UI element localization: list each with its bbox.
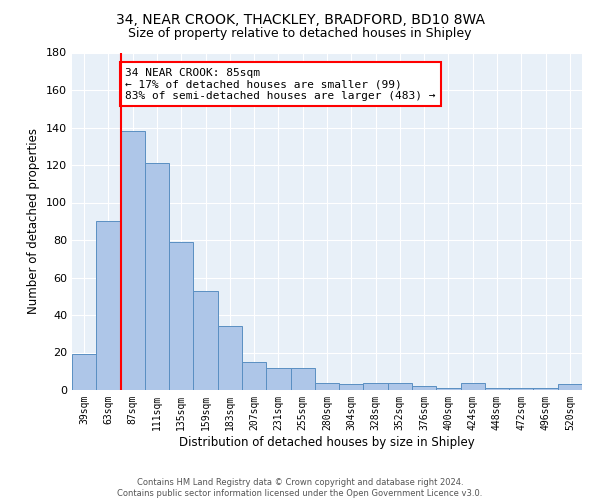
Bar bbox=[145, 163, 169, 390]
Bar bbox=[242, 362, 266, 390]
Bar bbox=[72, 354, 96, 390]
Bar bbox=[436, 388, 461, 390]
Bar bbox=[461, 382, 485, 390]
Text: Contains HM Land Registry data © Crown copyright and database right 2024.
Contai: Contains HM Land Registry data © Crown c… bbox=[118, 478, 482, 498]
Bar bbox=[388, 382, 412, 390]
Bar bbox=[315, 382, 339, 390]
Bar bbox=[266, 368, 290, 390]
Y-axis label: Number of detached properties: Number of detached properties bbox=[28, 128, 40, 314]
Bar bbox=[121, 131, 145, 390]
Bar bbox=[169, 242, 193, 390]
Bar bbox=[193, 290, 218, 390]
Bar bbox=[533, 388, 558, 390]
Bar bbox=[558, 384, 582, 390]
Bar bbox=[339, 384, 364, 390]
Bar bbox=[364, 382, 388, 390]
Bar bbox=[96, 221, 121, 390]
Bar bbox=[412, 386, 436, 390]
Bar bbox=[218, 326, 242, 390]
Text: 34, NEAR CROOK, THACKLEY, BRADFORD, BD10 8WA: 34, NEAR CROOK, THACKLEY, BRADFORD, BD10… bbox=[115, 12, 485, 26]
Bar bbox=[290, 368, 315, 390]
X-axis label: Distribution of detached houses by size in Shipley: Distribution of detached houses by size … bbox=[179, 436, 475, 448]
Text: 34 NEAR CROOK: 85sqm
← 17% of detached houses are smaller (99)
83% of semi-detac: 34 NEAR CROOK: 85sqm ← 17% of detached h… bbox=[125, 68, 436, 100]
Bar bbox=[485, 388, 509, 390]
Text: Size of property relative to detached houses in Shipley: Size of property relative to detached ho… bbox=[128, 28, 472, 40]
Bar bbox=[509, 388, 533, 390]
